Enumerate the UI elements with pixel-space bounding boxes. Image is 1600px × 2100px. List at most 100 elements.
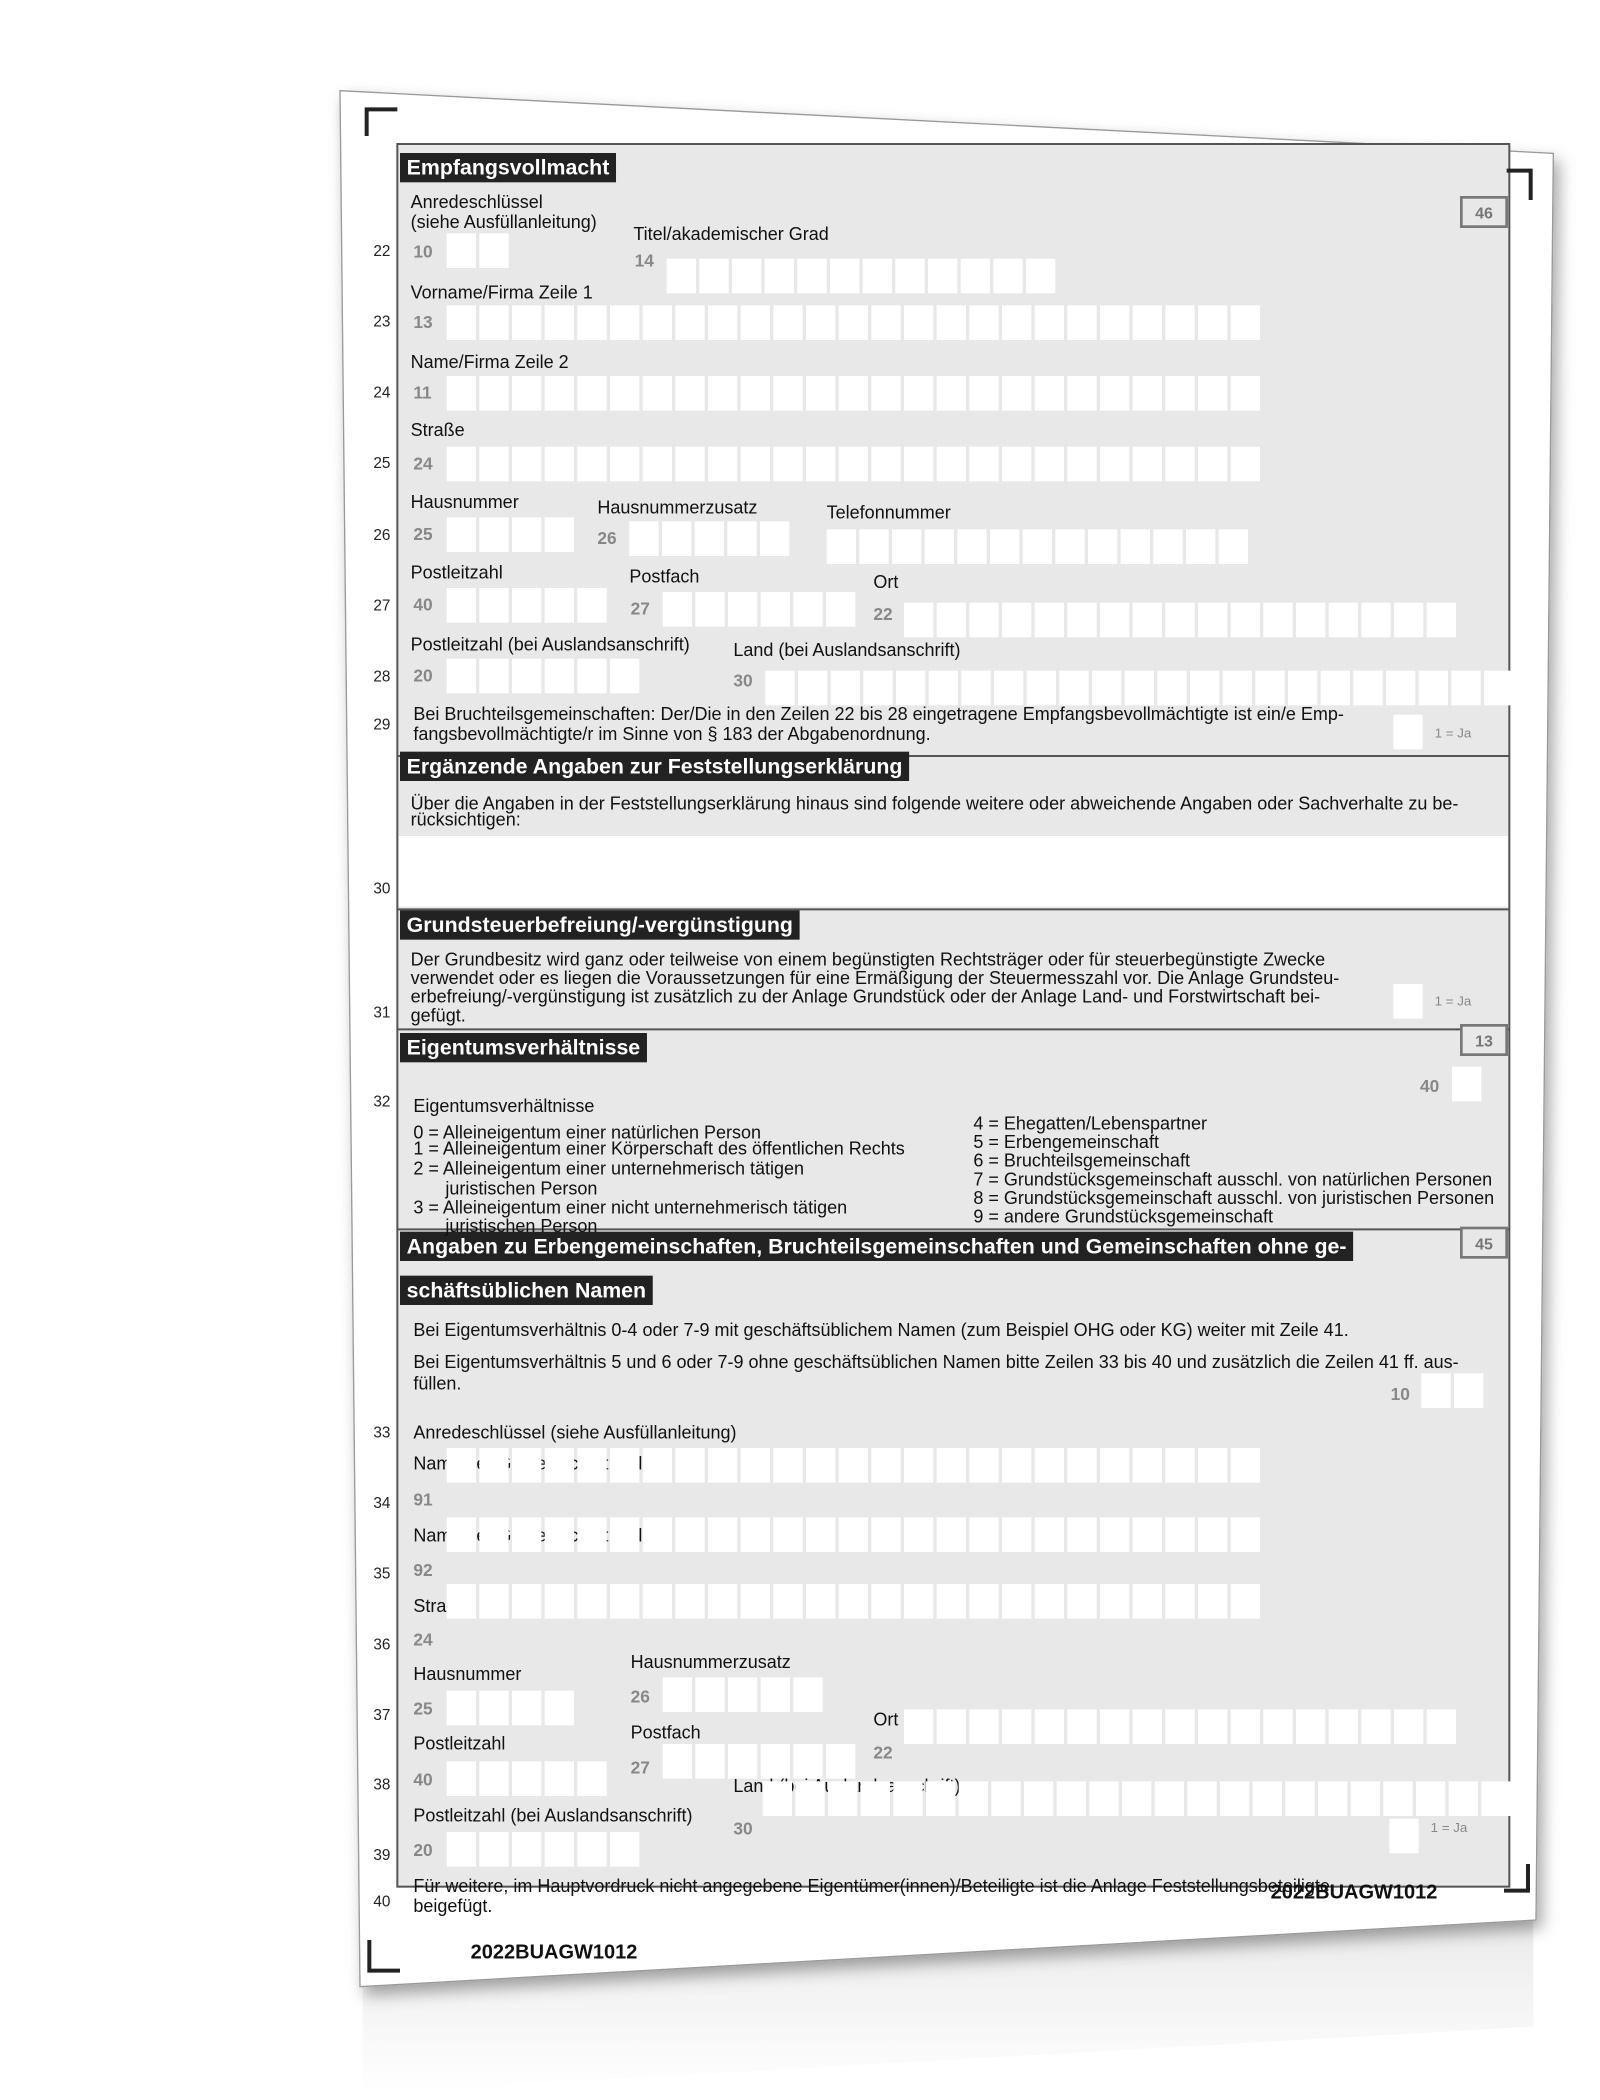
option: 6 = Bruchteilsgemeinschaft bbox=[973, 1151, 1190, 1171]
label: Für weitere, im Hauptvordruck nicht ange… bbox=[413, 1876, 1330, 1896]
input-box bbox=[1230, 602, 1260, 638]
input-box bbox=[512, 446, 542, 482]
input-box bbox=[958, 1781, 988, 1816]
input-box bbox=[1002, 376, 1032, 411]
field-code: 10 bbox=[413, 241, 432, 261]
input-box bbox=[1067, 446, 1097, 482]
input-box bbox=[1002, 1709, 1032, 1744]
input-box bbox=[969, 1448, 999, 1483]
input-box bbox=[1002, 305, 1032, 340]
input-box bbox=[577, 1832, 607, 1867]
input-box bbox=[1002, 1448, 1032, 1483]
input-box bbox=[1067, 602, 1097, 638]
input-box bbox=[1394, 602, 1424, 638]
input-box bbox=[990, 529, 1020, 564]
input-box bbox=[1100, 1584, 1130, 1619]
field-code: 30 bbox=[733, 671, 752, 691]
input-box bbox=[642, 1448, 672, 1483]
input-box bbox=[1124, 670, 1154, 706]
input-box bbox=[642, 1517, 672, 1552]
input-box bbox=[642, 446, 672, 482]
label: Über die Angaben in der Feststellungserk… bbox=[411, 793, 1459, 813]
input-box bbox=[479, 376, 509, 411]
input-box bbox=[544, 1690, 574, 1726]
badge: 46 bbox=[1475, 206, 1493, 223]
input-box bbox=[1416, 1781, 1446, 1816]
input-box bbox=[760, 1677, 790, 1712]
input-box bbox=[961, 670, 991, 706]
content: 22 23 24 25 26 27 28 29 30 31 32 33 34 35 36 37 38 39 40 Em… bbox=[373, 153, 1514, 1964]
input-box bbox=[740, 1517, 770, 1552]
line-number: 40 bbox=[373, 1894, 390, 1911]
input-box bbox=[1165, 446, 1195, 482]
input-box bbox=[675, 1517, 705, 1552]
input-box bbox=[544, 376, 574, 411]
input-box bbox=[765, 670, 795, 706]
input-box bbox=[662, 1744, 692, 1779]
input-box bbox=[446, 305, 476, 340]
label: erbefreiung/-vergünstigung ist zusätzlic… bbox=[411, 987, 1321, 1007]
input-box bbox=[1389, 1818, 1419, 1854]
input-box bbox=[577, 588, 607, 623]
input-box bbox=[838, 446, 868, 482]
line-number: 35 bbox=[373, 1566, 390, 1583]
input-box bbox=[1198, 602, 1228, 638]
input-box bbox=[1426, 602, 1456, 638]
input-box bbox=[1034, 602, 1064, 638]
input-box bbox=[806, 1584, 836, 1619]
title-bar bbox=[400, 751, 910, 781]
input-box bbox=[479, 588, 509, 623]
input-box bbox=[544, 517, 574, 552]
input-box bbox=[773, 446, 803, 482]
input-box bbox=[1002, 602, 1032, 638]
input-box bbox=[1451, 670, 1481, 706]
input-box bbox=[727, 521, 757, 556]
input-box bbox=[1230, 376, 1260, 411]
input-box bbox=[1230, 1448, 1260, 1483]
input-box bbox=[1255, 670, 1285, 706]
input-box bbox=[1198, 1448, 1228, 1483]
input-box bbox=[1230, 1517, 1260, 1552]
input-box bbox=[446, 658, 476, 694]
badge-box bbox=[1460, 1024, 1508, 1056]
input-box bbox=[544, 446, 574, 482]
input-box bbox=[936, 376, 966, 411]
input-box bbox=[1165, 1709, 1195, 1744]
input-box bbox=[1132, 446, 1162, 482]
input-box bbox=[1418, 670, 1448, 706]
badge-box bbox=[1460, 1226, 1508, 1259]
input-box bbox=[699, 258, 729, 294]
option: 1 = Alleineigentum einer Körperschaft de… bbox=[413, 1139, 904, 1159]
field-code: 26 bbox=[631, 1687, 651, 1707]
label: Postfach bbox=[629, 567, 699, 587]
input-box bbox=[577, 446, 607, 482]
input-box bbox=[1230, 1709, 1260, 1744]
input-box bbox=[479, 1832, 509, 1867]
input-box bbox=[544, 1448, 574, 1483]
input-box bbox=[969, 305, 999, 340]
field-code: 91 bbox=[413, 1489, 433, 1509]
input-box bbox=[1122, 1781, 1152, 1816]
section-title: Eigentumsverhältnisse bbox=[407, 1036, 641, 1060]
input-box bbox=[960, 258, 990, 294]
label: Bei Eigentumsverhältnis 0-4 oder 7-9 mit… bbox=[413, 1320, 1348, 1340]
input-box bbox=[512, 376, 542, 411]
input-box bbox=[762, 1781, 792, 1816]
input-box bbox=[773, 1584, 803, 1619]
input-box bbox=[1328, 1709, 1358, 1744]
checkbox-label: 1 = Ja bbox=[1435, 993, 1472, 1008]
input-box bbox=[1022, 529, 1052, 564]
line-number: 26 bbox=[373, 527, 390, 544]
input-box bbox=[1132, 1448, 1162, 1483]
option: juristischen Person bbox=[444, 1216, 597, 1236]
input-box bbox=[928, 258, 958, 294]
option: 8 = Grundstücksgemeinschaft ausschl. von… bbox=[973, 1188, 1494, 1208]
input-box bbox=[904, 446, 934, 482]
input-box bbox=[479, 233, 509, 268]
input-box bbox=[446, 1690, 476, 1726]
badge-box bbox=[1460, 196, 1508, 228]
input-box bbox=[904, 1448, 934, 1483]
input-box bbox=[1285, 1781, 1315, 1816]
input-box bbox=[577, 305, 607, 340]
line-number: 38 bbox=[373, 1776, 390, 1793]
